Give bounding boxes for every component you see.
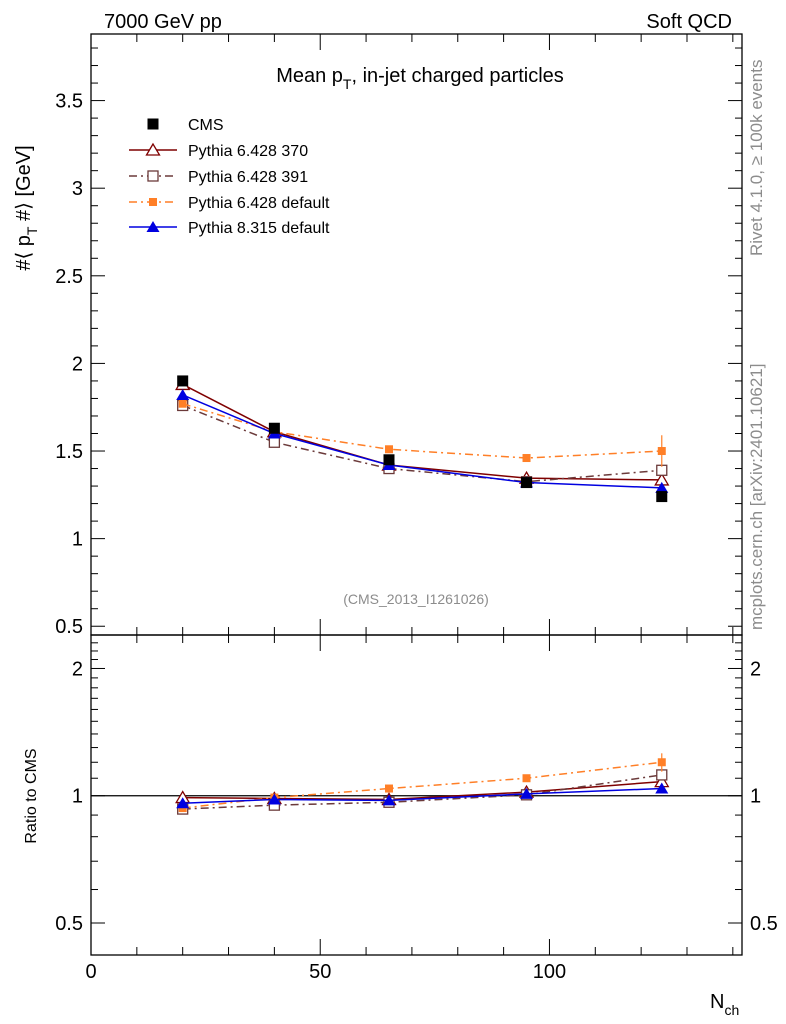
ratio-point-pythia-8-315-default [655,782,669,794]
ratio-point-pythia-8-315-default [176,797,190,809]
data-point-pythia-6-428-391 [656,464,668,476]
main-y-tick-label: 2.5 [55,266,83,288]
x-tick-label: 0 [85,961,96,983]
main-y-axis-label: #⟨ pT #⟩ [GeV] [13,145,40,270]
ratio-point-pythia-8-315-default [267,793,281,805]
main-y-tick-label: 1 [72,529,83,551]
legend-marker-pythia-6-428-370 [145,142,161,156]
x-tick-label: 50 [309,961,331,983]
ratio-point-pythia-8-315-default [382,794,396,806]
ratio-point-pythia-6-428-default [657,758,666,767]
data-point-pythia-6-428-391 [268,436,281,448]
main-y-tick-label: 3 [72,178,83,200]
data-point-cms [268,422,280,434]
legend-label-pythia6-370: Pythia 6.428 370 [188,143,308,160]
main-y-tick-label: 3.5 [55,91,83,113]
ratio-line-pythia-6-428-391 [182,774,662,810]
legend-marker-pythia-8-315-default [146,221,160,232]
ratio-y-tick-label: 1 [72,786,83,808]
data-point-pythia-8-315-default [655,481,669,493]
data-point-cms [656,491,668,503]
main-y-tick-label: 2 [72,353,83,375]
analysis-tag: (CMS_2013_I1261026) [343,591,489,607]
data-point-cms [383,454,395,466]
ratio-point-pythia-6-428-default [522,774,531,783]
data-point-cms [177,375,189,387]
legend-marker-pythia-6-428-391 [147,170,159,182]
ratio-point-pythia-6-428-default [384,784,393,793]
data-point-pythia-6-428-default [384,445,393,454]
legend: CMS Pythia 6.428 370 Pythia 6.428 391 Py… [188,117,330,237]
ratio-y-tick-label-right: 1 [750,786,761,808]
series-line-pythia-8-315-default [182,394,662,489]
main-y-tick-label: 1.5 [55,441,83,463]
legend-label-cms: CMS [188,117,224,134]
legend-label-pythia6-391: Pythia 6.428 391 [188,169,308,186]
legend-label-pythia8-default: Pythia 8.315 default [188,220,330,237]
main-y-tick-label: 0.5 [55,616,83,638]
data-point-cms [521,477,533,489]
data-point-pythia-8-315-default [176,388,190,400]
ratio-point-pythia-8-315-default [520,787,534,799]
legend-marker-cms [147,118,159,130]
data-point-pythia-6-428-default [178,399,187,408]
header-collision-label: 7000 GeV pp [104,11,222,33]
ratio-y-axis-label: Ratio to CMS [23,748,40,843]
x-axis-label: Nch [710,991,739,1018]
data-point-pythia-6-428-default [657,447,666,456]
series-line-pythia-6-428-370 [182,383,662,481]
ratio-y-tick-label-right: 0.5 [750,913,778,935]
plot-title: Mean pT, in-jet charged particles [276,65,564,92]
legend-marker-pythia-6-428-default [149,198,157,206]
x-tick-label: 100 [533,961,566,983]
mcplots-credit-text: mcplots.cern.ch [arXiv:2401.10621] [747,364,766,630]
series-line-pythia-6-428-391 [182,404,662,483]
data-point-pythia-6-428-default [522,454,531,463]
series-line-pythia-6-428-default [182,402,662,459]
ratio-y-tick-label: 0.5 [55,913,83,935]
legend-label-pythia6-default: Pythia 6.428 default [188,195,330,212]
ratio-y-tick-label: 2 [72,658,83,680]
ratio-plot-frame [90,634,743,956]
ratio-y-tick-label-right: 2 [750,658,761,680]
rivet-version-text: Rivet 4.1.0, ≥ 100k events [747,60,766,256]
ratio-line-pythia-6-428-370 [182,780,662,801]
header-process-label: Soft QCD [646,11,732,33]
